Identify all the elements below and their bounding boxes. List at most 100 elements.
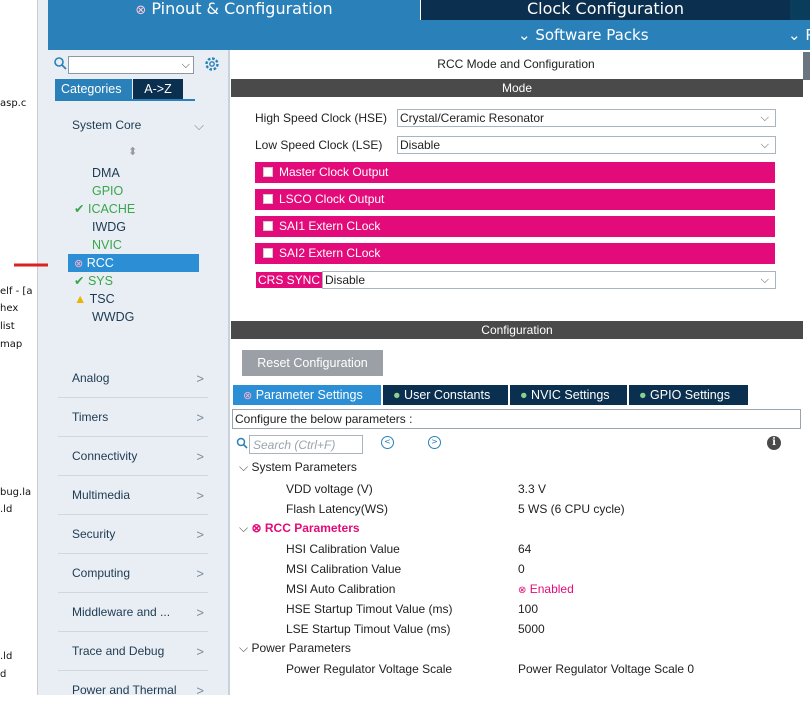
sai1-extern-clock-checkbox[interactable]: SAI1 Extern CLock: [255, 216, 775, 237]
category-multimedia[interactable]: Multimedia >: [58, 476, 208, 515]
chevron-right-icon: >: [196, 449, 204, 464]
tab-pinout-configuration[interactable]: ⊗ Pinout & Configuration: [48, 0, 420, 20]
software-packs-menu[interactable]: ⌄ Software Packs: [518, 26, 649, 44]
warning-icon: ▲: [74, 292, 87, 306]
chevron-down-icon: ⌵: [194, 118, 204, 133]
system-core-item-wwdg[interactable]: WWDG: [92, 310, 135, 324]
crs-sync-select[interactable]: Disable ⌵: [322, 271, 776, 289]
category-computing[interactable]: Computing >: [58, 554, 208, 593]
param-value[interactable]: Power Regulator Voltage Scale 0: [518, 662, 695, 676]
checkbox-box[interactable]: [263, 167, 273, 177]
chevron-down-icon: ⌵: [760, 274, 769, 286]
chevron-down-icon: ⌵: [760, 139, 769, 151]
error-circle-icon: ⊗: [74, 258, 84, 270]
param-label: MSI Calibration Value: [286, 562, 402, 576]
tab-gpio-settings[interactable]: ● GPIO Settings: [629, 385, 748, 405]
category-analog[interactable]: Analog >: [58, 359, 208, 398]
system-core-item-nvic[interactable]: NVIC: [92, 238, 122, 252]
check-circle-icon: ●: [393, 388, 401, 402]
category-connectivity[interactable]: Connectivity >: [58, 437, 208, 476]
system-core-item-sys[interactable]: ✔ SYS: [74, 274, 113, 288]
previous-icon[interactable]: <: [381, 436, 394, 449]
system-core-item-rcc[interactable]: ⊗ RCC: [74, 256, 114, 270]
group-power-parameters[interactable]: ⌵ Power Parameters: [239, 641, 351, 655]
check-icon: ✔: [74, 202, 85, 216]
lsco-clock-output-checkbox[interactable]: LSCO Clock Output: [255, 189, 775, 210]
system-core-item-tsc[interactable]: ▲ TSC: [74, 292, 115, 306]
file-item[interactable]: d: [0, 669, 7, 680]
system-core-item-gpio[interactable]: GPIO: [92, 184, 124, 198]
group-rcc-parameters[interactable]: ⌵ ⊗ RCC Parameters: [239, 521, 360, 535]
checkbox-box[interactable]: [263, 221, 273, 231]
gear-icon[interactable]: [203, 55, 221, 73]
search-icon: [54, 57, 67, 70]
category-security[interactable]: Security >: [58, 515, 208, 554]
file-item[interactable]: elf - [a: [0, 286, 33, 297]
param-value[interactable]: 3.3 V: [518, 482, 547, 496]
checkbox-box[interactable]: [263, 248, 273, 258]
scroll-handle[interactable]: [803, 52, 810, 80]
chevron-right-icon: >: [196, 371, 204, 386]
file-item[interactable]: asp.c: [0, 98, 27, 109]
chevron-down-icon: ⌵: [181, 58, 190, 71]
mode-header: Mode: [231, 79, 803, 97]
tab-clock-configuration[interactable]: Clock Configuration: [420, 0, 790, 20]
category-middleware[interactable]: Middleware and ... >: [58, 593, 208, 632]
file-item[interactable]: map: [0, 339, 23, 350]
search-icon: [236, 437, 248, 449]
param-value-enabled[interactable]: ⊗ Enabled: [518, 582, 574, 596]
check-circle-icon: ●: [520, 388, 528, 402]
checkbox-box[interactable]: [263, 194, 273, 204]
crs-sync-label: CRS SYNC: [256, 272, 323, 288]
lse-select[interactable]: Disable ⌵: [397, 136, 776, 154]
next-icon[interactable]: >: [428, 436, 441, 449]
param-value[interactable]: 64: [518, 542, 532, 556]
chevron-right-icon: >: [196, 410, 204, 425]
panel-divider[interactable]: [228, 50, 230, 695]
file-item[interactable]: .ld: [0, 651, 13, 662]
gear-dot-icon: ⊗: [135, 3, 147, 18]
tab-nvic-settings[interactable]: ● NVIC Settings: [510, 385, 627, 405]
top-tab-bar: ⊗ Pinout & Configuration Clock Configura…: [48, 0, 810, 20]
category-power-thermal[interactable]: Power and Thermal >: [58, 671, 208, 710]
master-clock-output-checkbox[interactable]: Master Clock Output: [255, 162, 775, 183]
param-label: HSE Startup Timout Value (ms): [286, 602, 453, 616]
sai2-extern-clock-checkbox[interactable]: SAI2 Extern CLock: [255, 243, 775, 264]
param-value[interactable]: 100: [518, 602, 539, 616]
system-core-item-iwdg[interactable]: IWDG: [92, 220, 127, 234]
reset-configuration-button[interactable]: Reset Configuration: [242, 350, 383, 376]
chevron-down-icon: ⌵: [760, 112, 769, 124]
tab-user-constants[interactable]: ● User Constants: [383, 385, 508, 405]
error-circle-icon: ⊗: [243, 390, 253, 402]
chevron-right-icon: >: [196, 527, 204, 542]
error-circle-icon: ⊗: [251, 521, 262, 535]
info-icon[interactable]: i: [767, 436, 781, 450]
system-core-item-dma[interactable]: DMA: [92, 166, 120, 180]
file-item[interactable]: bug.la: [0, 487, 32, 498]
tab-categories[interactable]: Categories: [55, 79, 132, 99]
tab-a-z[interactable]: A->Z: [133, 79, 183, 99]
param-value[interactable]: 5 WS (6 CPU cycle): [518, 502, 625, 516]
file-item[interactable]: list: [0, 321, 15, 332]
parameter-search-input[interactable]: Search (Ctrl+F): [249, 435, 363, 454]
file-item[interactable]: hex: [0, 303, 19, 314]
group-system-parameters[interactable]: ⌵ System Parameters: [239, 460, 357, 474]
param-value[interactable]: 0: [518, 562, 525, 576]
check-circle-icon: ●: [639, 388, 647, 402]
system-core-item-icache[interactable]: ✔ ICACHE: [74, 202, 136, 216]
splitter[interactable]: [38, 0, 48, 695]
hse-select[interactable]: Crystal/Ceramic Resonator ⌵: [397, 109, 776, 127]
chevron-right-icon: >: [196, 566, 204, 581]
param-label: MSI Auto Calibration: [286, 582, 396, 596]
category-system-core[interactable]: System Core ⌵: [58, 106, 208, 145]
category-trace-debug[interactable]: Trace and Debug >: [58, 632, 208, 671]
tab-parameter-settings[interactable]: ⊗ Parameter Settings: [233, 385, 381, 405]
file-item[interactable]: .ld: [0, 504, 13, 515]
parameters-hint: Configure the below parameters :: [232, 409, 801, 429]
pinout-menu[interactable]: ⌄ P: [788, 26, 810, 44]
category-timers[interactable]: Timers >: [58, 398, 208, 437]
param-label: LSE Startup Timout Value (ms): [286, 622, 451, 636]
category-search-input[interactable]: ⌵: [68, 56, 194, 74]
param-value[interactable]: 5000: [518, 622, 545, 636]
sort-icon[interactable]: ⬍: [128, 145, 138, 158]
